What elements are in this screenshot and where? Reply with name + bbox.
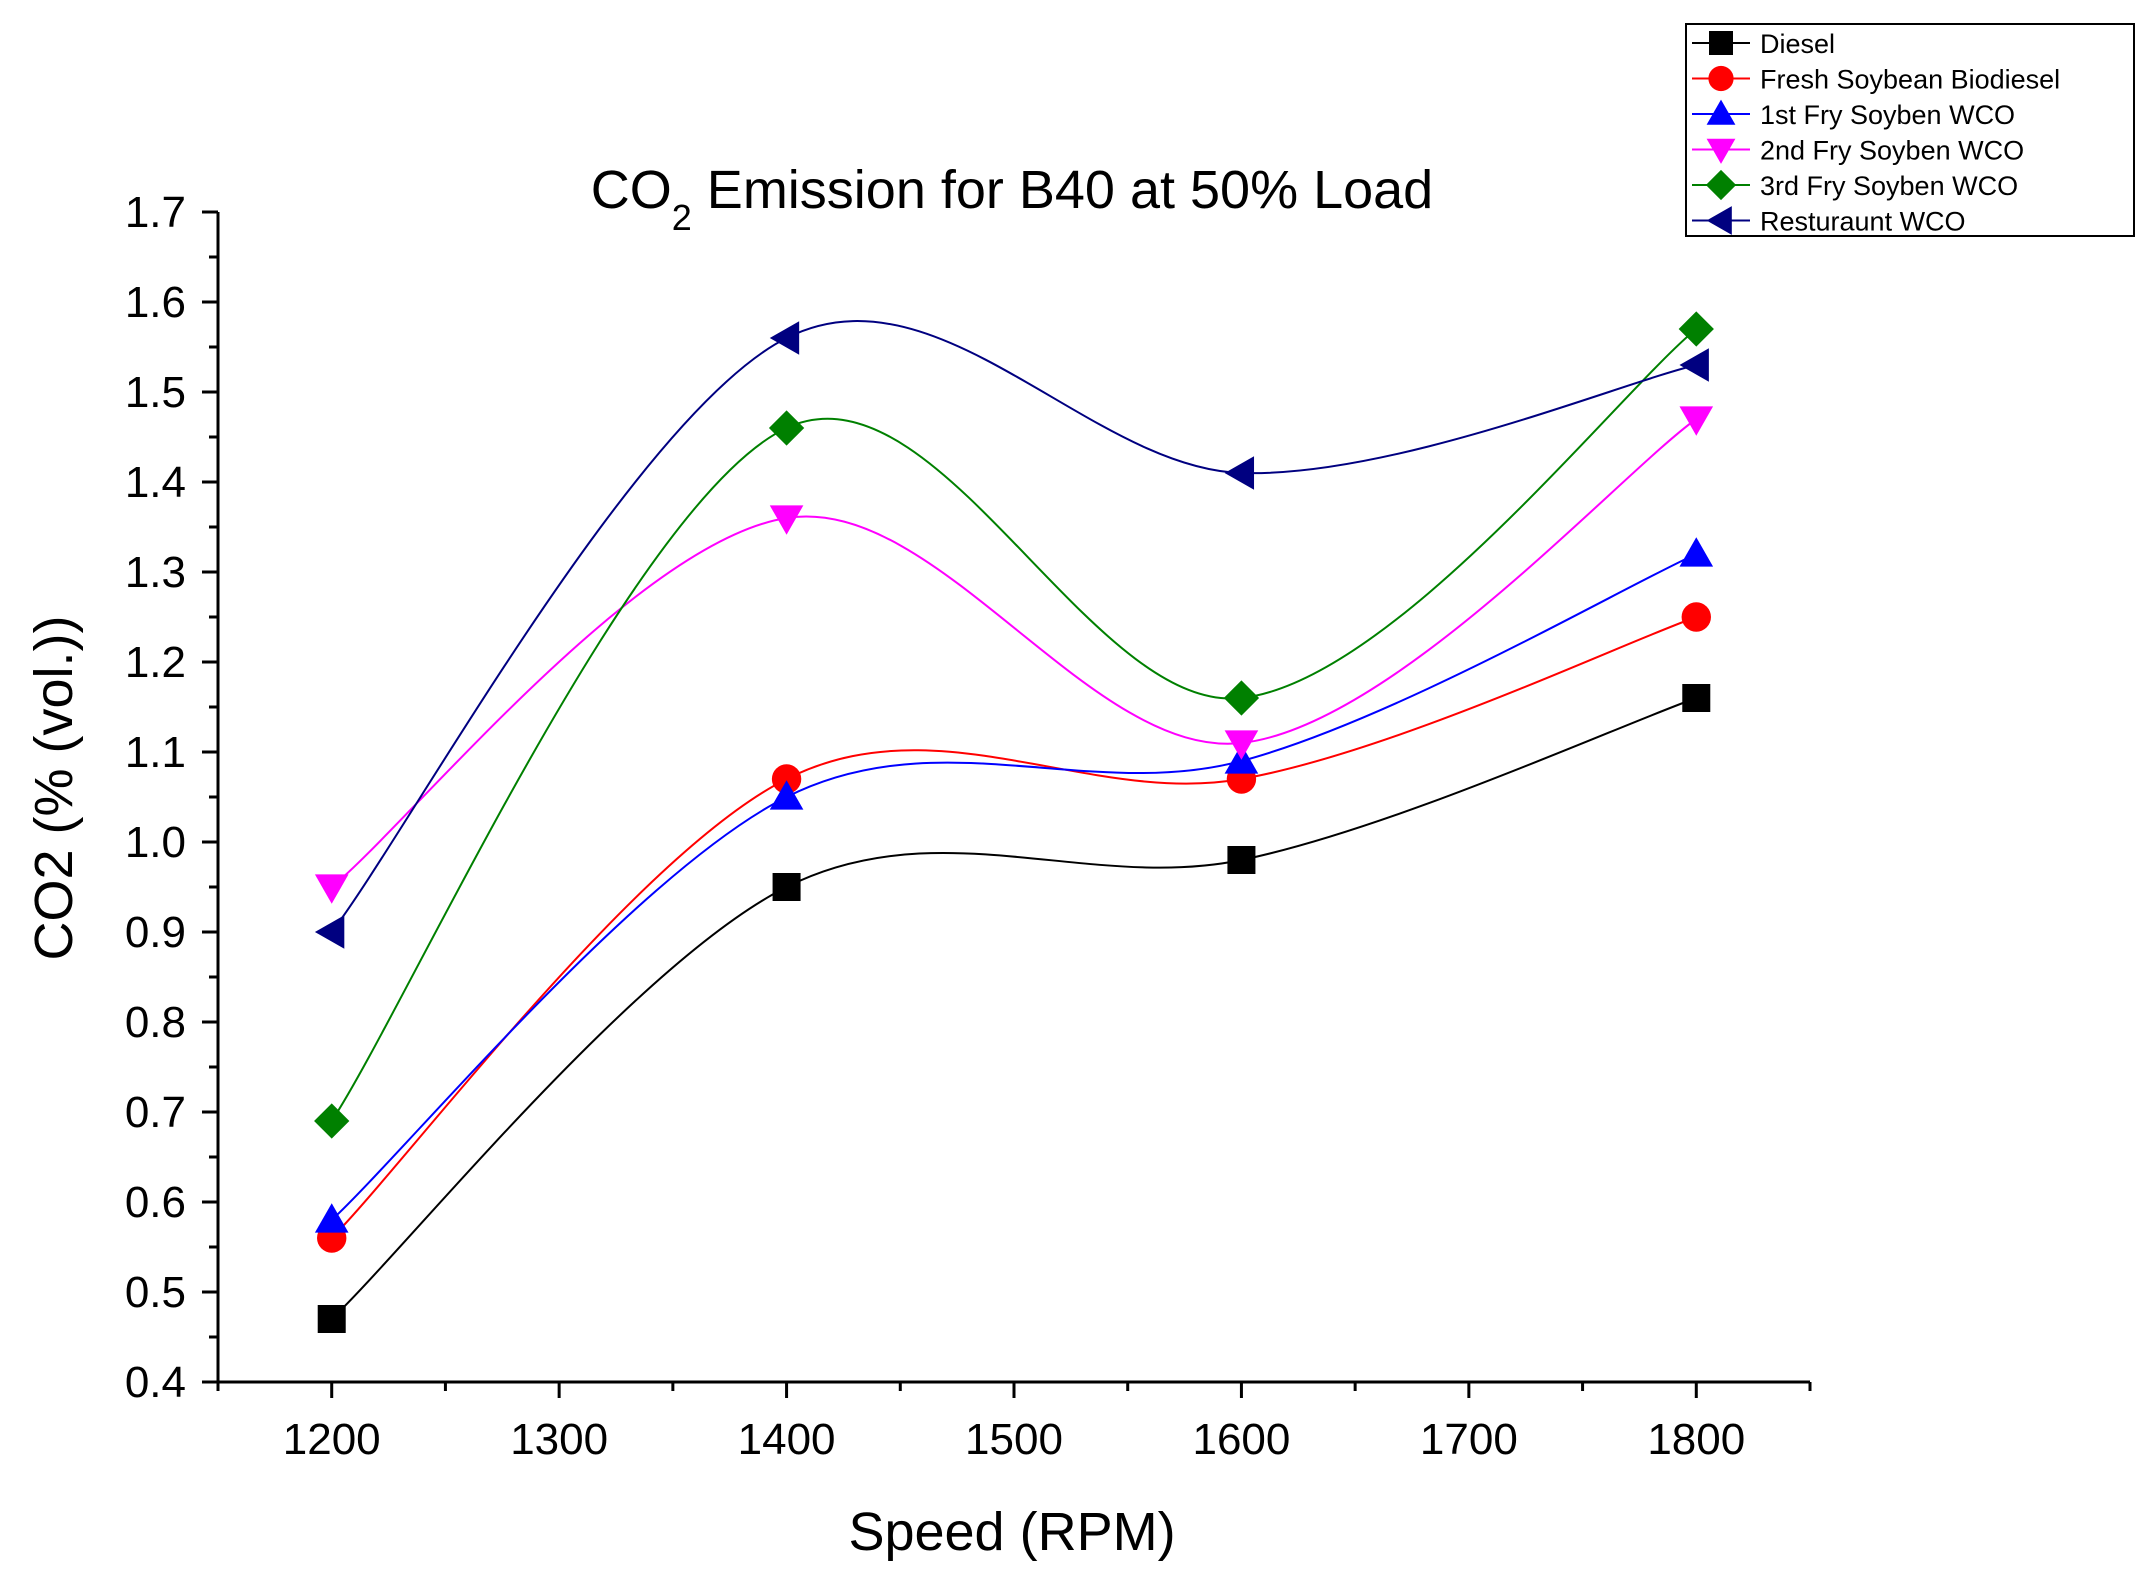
y-tick-label: 0.4 [125, 1358, 186, 1407]
legend-marker-6 [1706, 206, 1732, 235]
data-point-series-5-1400 [768, 410, 805, 446]
y-tick-label: 0.7 [125, 1088, 186, 1137]
data-point-series-6-1800 [1679, 348, 1709, 382]
data-point-series-5-1200 [314, 1103, 350, 1139]
legend-box [1685, 23, 2135, 237]
series-line-1 [331, 697, 1697, 1320]
series-lines [330, 320, 1697, 1320]
chart-title-main: CO [591, 160, 672, 220]
legend-marker-1 [1709, 31, 1733, 55]
y-tick-label: 1.0 [125, 818, 186, 867]
y-tick-label: 0.9 [125, 908, 186, 957]
legend-label-4: 2nd Fry Soyben WCO [1760, 136, 2024, 166]
x-tick-label: 1600 [1192, 1415, 1290, 1464]
y-tick-label: 1.4 [125, 458, 186, 507]
data-point-series-6-1600 [1224, 456, 1255, 490]
y-tick-label: 1.1 [125, 728, 186, 777]
y-axis-title: CO2 (% (vol.)) [24, 615, 84, 960]
y-tick-label: 0.8 [125, 998, 186, 1047]
data-point-series-1-1800 [1682, 684, 1711, 712]
legend-marker-2 [1708, 65, 1734, 92]
x-axis-title: Speed (RPM) [848, 1502, 1175, 1562]
data-point-series-2-1400 [771, 764, 802, 794]
series-line-6 [330, 320, 1697, 933]
legend-marker-3 [1706, 99, 1736, 125]
y-tick-label: 0.5 [125, 1268, 186, 1317]
y-tick-label: 1.7 [125, 188, 186, 237]
legend-label-3: 1st Fry Soyben WCO [1760, 100, 2015, 130]
y-tick-label: 1.6 [125, 278, 186, 327]
data-point-series-6-1400 [769, 321, 800, 355]
series-line-4 [331, 418, 1697, 888]
data-point-series-1-1600 [1227, 846, 1256, 874]
data-point-series-1-1400 [772, 873, 801, 901]
series-line-2 [331, 616, 1697, 1239]
data-point-series-3-1200 [314, 1203, 349, 1233]
data-point-series-4-1600 [1224, 730, 1259, 760]
data-point-series-1-1200 [317, 1305, 346, 1333]
legend-marker-5 [1705, 169, 1737, 201]
data-point-series-3-1400 [769, 780, 804, 810]
y-tick-label: 1.5 [125, 368, 186, 417]
data-point-series-6-1200 [314, 915, 345, 949]
x-tick-label: 1400 [738, 1415, 836, 1464]
series-markers [314, 311, 1714, 1333]
data-point-series-5-1800 [1678, 311, 1714, 347]
legend-label-5: 3rd Fry Soyben WCO [1760, 171, 2018, 201]
legend-label-6: Resturaunt WCO [1760, 207, 1966, 237]
x-tick-label: 1800 [1647, 1415, 1745, 1464]
legend-marker-4 [1706, 138, 1736, 164]
series-line-3 [331, 553, 1697, 1221]
data-point-series-4-1200 [314, 874, 349, 904]
y-tick-label: 1.3 [125, 548, 186, 597]
legend-label-2: Fresh Soybean Biodiesel [1760, 65, 2060, 95]
data-point-series-5-1600 [1223, 680, 1260, 716]
x-tick-label: 1300 [510, 1415, 608, 1464]
chart-title-subscript: 2 [672, 197, 692, 238]
axes: 1200 1300 1400 1500 1600 1700 1800 0.4 0.5 0.6 0.7… [125, 188, 1812, 1464]
data-point-series-4-1400 [769, 505, 804, 535]
y-tick-label: 1.2 [125, 638, 186, 687]
x-tick-label: 1200 [283, 1415, 381, 1464]
legend: Diesel Fresh Soybean Biodiesel 1st Fry Soy… [1685, 23, 2135, 237]
data-point-series-3-1800 [1679, 537, 1714, 567]
data-point-series-2-1800 [1681, 602, 1711, 632]
series-line-5 [330, 328, 1697, 1122]
legend-label-1: Diesel [1760, 29, 1835, 59]
chart-title: CO2 Emission for B40 at 50% Load [591, 160, 1433, 238]
y-tick-label: 0.6 [125, 1178, 186, 1227]
data-point-series-4-1800 [1679, 406, 1714, 436]
x-tick-label: 1500 [965, 1415, 1063, 1464]
chart-title-suffix: Emission for B40 at 50% Load [692, 160, 1433, 220]
x-tick-label: 1700 [1420, 1415, 1518, 1464]
